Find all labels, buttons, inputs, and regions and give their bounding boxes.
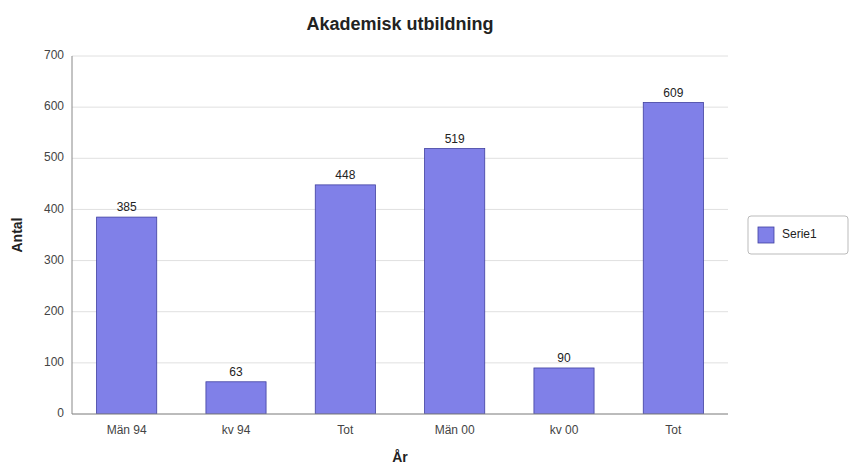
grid-line bbox=[72, 56, 728, 57]
bar bbox=[534, 368, 594, 414]
y-tick-label: 100 bbox=[44, 355, 64, 369]
grid-line bbox=[72, 260, 728, 261]
legend-box bbox=[748, 216, 848, 254]
x-axis-label: År bbox=[392, 449, 408, 465]
x-axis-line bbox=[72, 414, 728, 415]
x-tick-label: kv 00 bbox=[550, 423, 579, 437]
grid-line bbox=[72, 362, 728, 363]
data-label: 519 bbox=[445, 132, 465, 146]
y-axis-line bbox=[72, 56, 73, 414]
page: {"chart_data": {"type": "bar", "title": … bbox=[0, 0, 868, 476]
data-label: 90 bbox=[557, 351, 571, 365]
y-tick-label: 300 bbox=[44, 253, 64, 267]
x-tick-label: Tot bbox=[337, 423, 354, 437]
bar bbox=[643, 103, 703, 414]
y-tick-label: 200 bbox=[44, 304, 64, 318]
data-labels: 385 63 448 519 90 609 bbox=[117, 86, 684, 379]
data-label: 385 bbox=[117, 200, 137, 214]
y-axis-label: Antal bbox=[9, 218, 25, 253]
bar bbox=[315, 185, 375, 414]
legend: Serie1 bbox=[748, 216, 848, 254]
bar bbox=[206, 382, 266, 414]
chart-container: Akademisk utbildning 0 100 200 300 400 500 600 7… bbox=[0, 0, 868, 476]
grid-line bbox=[72, 107, 728, 108]
x-axis: Män 94 kv 94 Tot Män 00 kv 00 Tot bbox=[107, 423, 682, 437]
x-tick-label: Män 00 bbox=[435, 423, 475, 437]
chart: Akademisk utbildning 0 100 200 300 400 500 600 7… bbox=[0, 0, 868, 476]
data-label: 609 bbox=[663, 86, 683, 100]
x-tick-label: Tot bbox=[665, 423, 682, 437]
bar bbox=[425, 149, 485, 414]
y-tick-label: 0 bbox=[57, 406, 64, 420]
y-tick-label: 500 bbox=[44, 150, 64, 164]
grid-line bbox=[72, 311, 728, 312]
bars bbox=[97, 103, 704, 414]
x-tick-label: kv 94 bbox=[222, 423, 251, 437]
y-tick-label: 400 bbox=[44, 202, 64, 216]
grid-line bbox=[72, 209, 728, 210]
title: Akademisk utbildning bbox=[306, 14, 493, 34]
x-tick-label: Män 94 bbox=[107, 423, 147, 437]
y-axis: 0 100 200 300 400 500 600 700 bbox=[44, 48, 728, 420]
bar bbox=[97, 217, 157, 414]
y-tick-label: 600 bbox=[44, 99, 64, 113]
data-label: 448 bbox=[335, 168, 355, 182]
legend-swatch bbox=[758, 227, 774, 243]
legend-label: Serie1 bbox=[782, 227, 817, 241]
grid-line bbox=[72, 414, 728, 415]
grid-line bbox=[72, 158, 728, 159]
y-tick-label: 700 bbox=[44, 48, 64, 62]
data-label: 63 bbox=[229, 365, 243, 379]
